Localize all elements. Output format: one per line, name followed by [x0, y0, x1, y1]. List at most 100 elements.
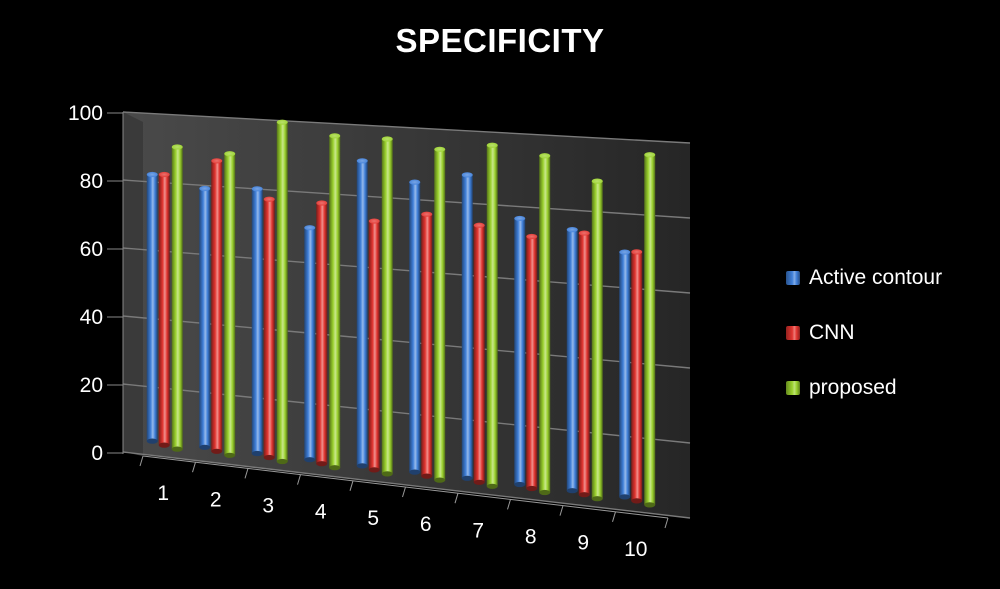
bar-base [158, 442, 170, 448]
x-tick-label: 1 [157, 482, 169, 505]
x-tick-label: 3 [262, 495, 274, 518]
legend-item-cnn: CNN [786, 321, 942, 344]
x-tick-mark [402, 486, 406, 498]
bar-proposed [644, 152, 656, 508]
bar-proposed [171, 144, 183, 452]
bar-body [224, 153, 236, 456]
bar-top [473, 222, 485, 228]
bar-proposed [276, 119, 288, 465]
bar-body [263, 199, 275, 458]
bar-body [409, 182, 421, 473]
bar-top [171, 144, 183, 150]
bar-base [316, 461, 328, 467]
bar-proposed [329, 133, 341, 471]
bar-body [644, 154, 656, 505]
x-tick-label: 10 [624, 538, 647, 561]
bar-body [461, 174, 473, 479]
bar-body [146, 174, 158, 442]
bar-body [591, 181, 603, 499]
bar-base [263, 454, 275, 461]
x-tick-mark [139, 455, 144, 467]
bar-top [619, 249, 631, 255]
bar-body [421, 214, 433, 477]
bar-cnn [316, 200, 328, 467]
bar-active-contour [514, 215, 526, 488]
bar-base [356, 463, 368, 469]
bar-base [368, 467, 380, 473]
bar-base [381, 471, 393, 477]
x-tick-mark [192, 462, 196, 473]
bar-proposed [591, 178, 603, 502]
bar-top [199, 185, 211, 192]
bar-top [381, 136, 393, 142]
bar-top [539, 153, 551, 159]
bar-base [421, 473, 433, 479]
bar-top [631, 249, 643, 255]
x-tick-mark [664, 517, 669, 529]
bar-top [329, 133, 341, 139]
bar-body [526, 236, 538, 489]
bar-cnn [526, 233, 538, 492]
bar-top [434, 146, 446, 152]
bar-top [486, 142, 498, 148]
bar-active-contour [304, 225, 316, 463]
bar-body [356, 160, 368, 466]
chart-side-wall [123, 112, 143, 456]
bar-top [356, 158, 368, 164]
bar-base [224, 452, 236, 458]
bar-cnn [578, 230, 590, 498]
bar-body [199, 188, 211, 448]
bar-active-contour [409, 179, 421, 475]
bar-top [566, 227, 578, 233]
bar-cnn [473, 222, 485, 485]
bar-base [539, 489, 551, 496]
y-tick-label: 60 [80, 238, 103, 261]
bar-body [381, 138, 393, 474]
bar-proposed [434, 146, 446, 483]
x-tick-label: 4 [315, 501, 327, 524]
bar-body [251, 188, 263, 454]
bar-active-contour [619, 249, 631, 500]
x-tick-label: 6 [420, 513, 432, 536]
bar-body [211, 160, 223, 452]
legend: Active contour CNN proposed [786, 266, 942, 433]
bar-body [316, 203, 328, 464]
y-tick-label: 0 [91, 442, 103, 465]
bar-cnn [158, 171, 170, 448]
bar-body [578, 233, 590, 495]
bar-base [631, 498, 643, 504]
bar-proposed [381, 136, 393, 477]
bar-cnn [368, 218, 380, 473]
bar-base [276, 458, 288, 465]
x-tick-label: 9 [577, 532, 589, 555]
legend-item-proposed: proposed [786, 376, 942, 399]
legend-swatch-cnn [786, 326, 800, 340]
bar-cnn [211, 158, 223, 454]
bar-cnn [631, 249, 643, 504]
bar-top [276, 119, 288, 125]
bar-base [619, 494, 631, 500]
bar-top [368, 218, 380, 224]
bar-base [644, 502, 656, 508]
bar-base [473, 479, 485, 485]
legend-swatch-active-contour [786, 271, 800, 285]
bar-top [251, 186, 263, 192]
y-tick-label: 20 [80, 374, 103, 397]
bar-base [211, 448, 223, 454]
bar-top [644, 152, 656, 158]
x-tick-mark [297, 474, 301, 485]
bar-top [316, 200, 328, 206]
bar-base [409, 469, 421, 475]
bar-body [329, 135, 341, 468]
bar-body [566, 229, 578, 491]
y-tick-label: 100 [68, 102, 103, 125]
x-tick-label: 7 [472, 519, 484, 542]
bar-active-contour [146, 171, 158, 444]
bar-active-contour [461, 172, 473, 481]
bar-active-contour [356, 158, 368, 469]
bar-base [304, 457, 316, 463]
legend-label: proposed [809, 376, 897, 399]
bar-cnn [263, 196, 275, 461]
bar-base [486, 483, 498, 489]
bar-top [421, 211, 433, 217]
